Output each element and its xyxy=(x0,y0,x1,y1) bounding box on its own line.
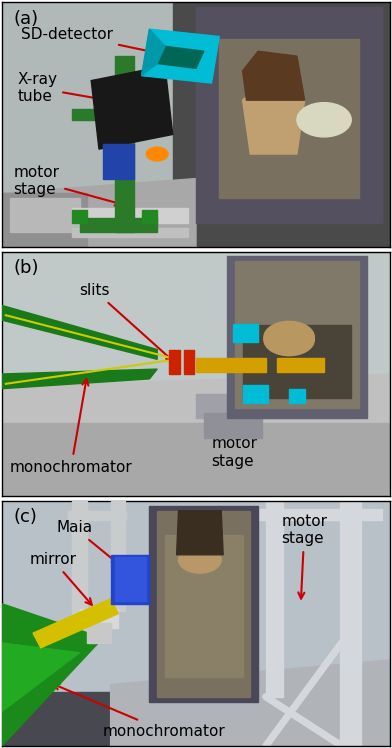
Bar xyxy=(114,56,134,233)
Text: SD-detector: SD-detector xyxy=(22,27,191,61)
Bar xyxy=(142,210,157,223)
Text: (b): (b) xyxy=(14,259,39,277)
Polygon shape xyxy=(2,369,157,389)
Text: motor
stage: motor stage xyxy=(212,403,258,468)
Polygon shape xyxy=(2,374,390,423)
Bar xyxy=(339,501,361,746)
Bar xyxy=(157,511,250,697)
Polygon shape xyxy=(177,511,223,555)
Bar xyxy=(243,325,351,399)
Bar xyxy=(278,358,324,372)
Text: monochromator: monochromator xyxy=(10,379,132,474)
Bar xyxy=(10,198,80,233)
Polygon shape xyxy=(157,46,204,68)
Bar xyxy=(196,7,382,223)
Polygon shape xyxy=(111,660,390,746)
Circle shape xyxy=(178,546,221,573)
Bar xyxy=(165,535,243,677)
Bar xyxy=(204,413,262,438)
Bar xyxy=(196,393,351,418)
Bar xyxy=(254,509,382,521)
Bar xyxy=(72,210,87,223)
Bar xyxy=(2,692,118,746)
Bar xyxy=(196,358,266,372)
Polygon shape xyxy=(91,66,173,149)
Polygon shape xyxy=(33,599,118,648)
Text: motor
stage: motor stage xyxy=(281,514,327,598)
Circle shape xyxy=(264,324,314,355)
Circle shape xyxy=(264,322,314,353)
Bar xyxy=(111,555,149,604)
Bar xyxy=(80,609,118,628)
Bar xyxy=(184,349,194,374)
Bar xyxy=(233,324,258,342)
Text: X-ray
tube: X-ray tube xyxy=(18,72,144,108)
Circle shape xyxy=(297,102,351,137)
Bar xyxy=(149,506,258,702)
Bar xyxy=(72,227,188,237)
Text: monochromator: monochromator xyxy=(53,684,226,738)
Bar xyxy=(68,511,126,521)
Bar xyxy=(266,501,283,697)
Polygon shape xyxy=(2,179,196,247)
Bar xyxy=(72,501,87,648)
Bar xyxy=(103,144,134,179)
Polygon shape xyxy=(2,305,157,359)
Bar xyxy=(227,257,367,418)
Bar xyxy=(235,261,359,408)
Bar xyxy=(72,108,157,120)
Bar xyxy=(219,39,359,198)
Polygon shape xyxy=(2,604,103,746)
Circle shape xyxy=(146,147,168,161)
Text: Maia: Maia xyxy=(56,521,118,564)
Text: (a): (a) xyxy=(14,10,39,28)
Bar xyxy=(243,385,268,403)
Text: slits: slits xyxy=(80,283,173,361)
Polygon shape xyxy=(142,29,219,83)
Text: SD-detectors: SD-detectors xyxy=(235,263,335,323)
Bar xyxy=(72,208,188,223)
Polygon shape xyxy=(243,51,305,100)
Bar xyxy=(87,623,111,643)
Text: mirror: mirror xyxy=(29,552,92,605)
Bar xyxy=(111,501,125,611)
Bar xyxy=(2,193,87,247)
Bar xyxy=(80,218,157,233)
Text: motor
stage: motor stage xyxy=(14,165,121,206)
Polygon shape xyxy=(243,71,305,154)
Bar xyxy=(173,2,390,247)
Bar xyxy=(289,389,305,403)
Polygon shape xyxy=(2,423,390,497)
Bar xyxy=(169,349,180,374)
Bar xyxy=(114,557,145,601)
Polygon shape xyxy=(142,29,165,76)
Polygon shape xyxy=(2,643,80,711)
Text: (c): (c) xyxy=(14,508,38,527)
